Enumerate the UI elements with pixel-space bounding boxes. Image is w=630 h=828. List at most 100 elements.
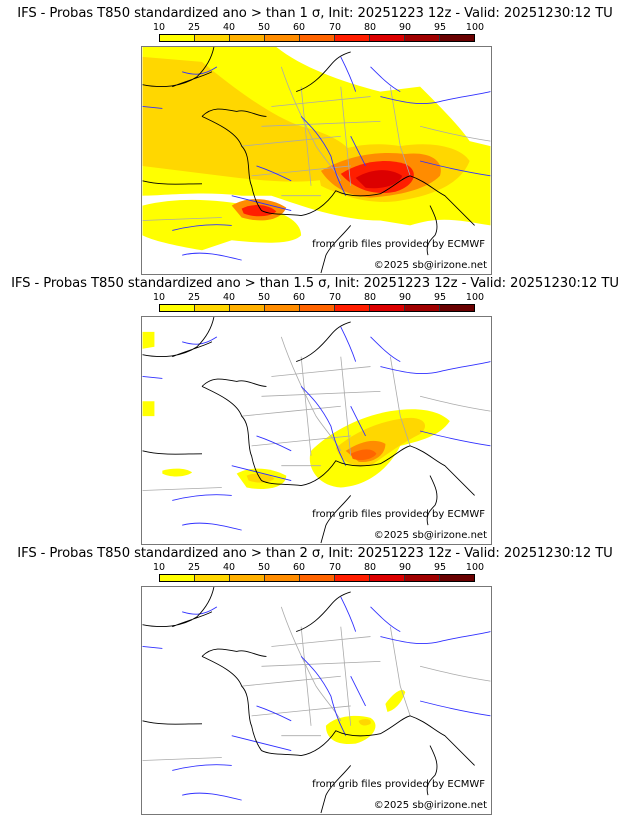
probability-contour	[241, 205, 277, 217]
credit-copyright: ©2025 sb@irizone.net	[373, 530, 487, 541]
colorbar-segment	[160, 305, 195, 311]
colorbar-tick-label: 60	[292, 292, 306, 303]
colorbar-segment	[160, 575, 195, 581]
colorbar-segment	[440, 35, 474, 41]
rivers	[142, 326, 491, 531]
colorbar-tick-label: 10	[152, 22, 166, 33]
credit-copyright: ©2025 sb@irizone.net	[373, 260, 487, 271]
probability-map: from grib files provided by ECMWF ©2025 …	[141, 586, 492, 815]
colorbar-tick-label: 10	[152, 562, 166, 573]
colorbar-segment	[300, 305, 335, 311]
colorbar-segment	[405, 305, 440, 311]
probability-contour	[355, 170, 403, 189]
colorbar-tick-label: 90	[398, 562, 412, 573]
colorbar-tick-label: 100	[465, 22, 485, 33]
colorbar-segment	[230, 35, 265, 41]
colorbar-segment	[370, 35, 405, 41]
probability-map: from grib files provided by ECMWF ©2025 …	[141, 46, 492, 275]
panel-title: IFS - Probas T850 standardized ano > tha…	[17, 546, 613, 561]
colorbar-ticks: 10 25 40 50 60 70 80 90 95 100	[0, 563, 630, 573]
rivers	[142, 596, 491, 801]
colorbar-segment	[230, 575, 265, 581]
probability-contour	[142, 56, 353, 182]
panel-title: IFS - Probas T850 standardized ano > tha…	[17, 6, 613, 21]
colorbar-segment	[370, 575, 405, 581]
credit-source: from grib files provided by ECMWF	[312, 239, 485, 250]
colorbar-segment	[265, 305, 300, 311]
colorbar-segment	[265, 35, 300, 41]
colorbar-tick-label: 95	[433, 22, 447, 33]
colorbar-tick-label: 25	[187, 562, 201, 573]
colorbar-tick-label: 80	[363, 562, 377, 573]
colorbar-tick-label: 80	[363, 292, 377, 303]
probability-contour	[358, 719, 371, 726]
colorbar-tick-label: 90	[398, 22, 412, 33]
country-borders	[142, 606, 491, 761]
colorbar	[159, 574, 475, 582]
probability-map: from grib files provided by ECMWF ©2025 …	[141, 316, 492, 545]
colorbar-tick-label: 70	[328, 562, 342, 573]
panel-title: IFS - Probas T850 standardized ano > tha…	[11, 276, 619, 291]
probability-field	[142, 331, 450, 489]
probability-contour	[142, 401, 155, 417]
colorbar-tick-label: 40	[222, 562, 236, 573]
rivers	[142, 56, 491, 261]
credit-source: from grib files provided by ECMWF	[312, 779, 485, 790]
colorbar-segment	[300, 35, 335, 41]
map-canvas	[142, 587, 491, 814]
colorbar-segment	[195, 575, 230, 581]
coastline	[142, 317, 475, 544]
colorbar-tick-label: 100	[465, 562, 485, 573]
probability-contour	[162, 468, 193, 477]
coastline	[142, 47, 475, 274]
map-canvas	[142, 47, 491, 274]
colorbar-segment	[265, 575, 300, 581]
colorbar-tick-label: 40	[222, 22, 236, 33]
colorbar-segment	[405, 35, 440, 41]
colorbar	[159, 304, 475, 312]
probability-contour	[142, 331, 155, 349]
colorbar	[159, 34, 475, 42]
colorbar-tick-label: 60	[292, 22, 306, 33]
colorbar-segment	[440, 575, 474, 581]
colorbar-segment	[195, 305, 230, 311]
colorbar-tick-label: 50	[257, 22, 271, 33]
probability-field	[325, 690, 406, 745]
colorbar-segment	[335, 575, 370, 581]
probability-contour	[350, 449, 377, 461]
colorbar-segment	[300, 575, 335, 581]
colorbar-tick-label: 90	[398, 292, 412, 303]
colorbar-ticks: 10 25 40 50 60 70 80 90 95 100	[0, 293, 630, 303]
probability-contour	[246, 473, 275, 483]
coastline	[142, 587, 475, 814]
colorbar-tick-label: 25	[187, 292, 201, 303]
credit-source: from grib files provided by ECMWF	[312, 509, 485, 520]
map-panel-1: IFS - Probas T850 standardized ano > tha…	[0, 6, 630, 276]
colorbar-tick-label: 100	[465, 292, 485, 303]
country-borders	[142, 336, 491, 491]
colorbar-tick-label: 50	[257, 562, 271, 573]
colorbar-tick-label: 25	[187, 22, 201, 33]
colorbar-tick-label: 80	[363, 22, 377, 33]
colorbar-tick-label: 95	[433, 562, 447, 573]
colorbar-segment	[440, 305, 474, 311]
colorbar-tick-label: 60	[292, 562, 306, 573]
colorbar-tick-label: 70	[328, 22, 342, 33]
colorbar-tick-label: 10	[152, 292, 166, 303]
map-canvas	[142, 317, 491, 544]
colorbar-tick-label: 70	[328, 292, 342, 303]
colorbar-tick-label: 95	[433, 292, 447, 303]
country-borders	[142, 66, 491, 221]
probability-field	[142, 47, 491, 251]
map-panel-3: IFS - Probas T850 standardized ano > tha…	[0, 546, 630, 816]
map-panel-2: IFS - Probas T850 standardized ano > tha…	[0, 276, 630, 546]
colorbar-segment	[195, 35, 230, 41]
colorbar-segment	[405, 575, 440, 581]
colorbar-segment	[160, 35, 195, 41]
colorbar-tick-label: 40	[222, 292, 236, 303]
colorbar-segment	[230, 305, 265, 311]
colorbar-segment	[335, 35, 370, 41]
colorbar-ticks: 10 25 40 50 60 70 80 90 95 100	[0, 23, 630, 33]
probability-contour	[385, 690, 406, 712]
colorbar-segment	[335, 305, 370, 311]
